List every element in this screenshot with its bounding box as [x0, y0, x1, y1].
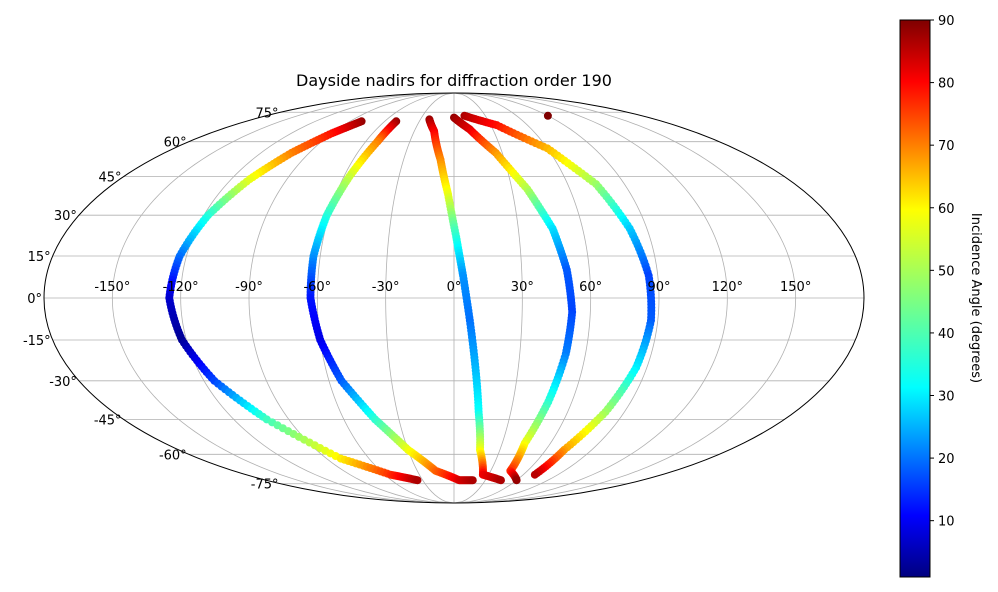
longitude-tick-label: -150°: [94, 280, 130, 295]
graticule: [44, 93, 864, 503]
latitude-tick-label: -45°: [94, 413, 122, 428]
colorbar-tick-label: 40: [938, 327, 955, 342]
latitude-tick-label: 60°: [164, 136, 187, 151]
colorbar-ticks: 10 20 30 40 50 60 70 80 90: [930, 14, 955, 530]
longitude-tick-label: 60°: [579, 280, 602, 295]
data-point: [468, 476, 477, 485]
longitude-tick-labels: -150° -120° -90° -60° -30° 0° 30° 60° 90° 120° 150…: [94, 280, 811, 295]
colorbar-tick-label: 10: [938, 515, 955, 530]
longitude-tick-label: -120°: [163, 280, 199, 295]
data-point: [413, 476, 422, 485]
colorbar-tick-label: 60: [938, 202, 955, 217]
chart-title: Dayside nadirs for diffraction order 190: [296, 71, 612, 90]
data-point: [543, 111, 552, 120]
colorbar: [899, 19, 931, 578]
colorbar-tick-label: 30: [938, 390, 955, 405]
data-point: [530, 470, 539, 479]
latitude-tick-label: -30°: [49, 375, 77, 390]
latitude-tick-label: 15°: [28, 250, 51, 265]
colorbar-tick-label: 20: [938, 452, 955, 467]
longitude-tick-label: 90°: [647, 280, 670, 295]
data-points: [165, 111, 656, 485]
data-point: [512, 476, 521, 485]
latitude-tick-label: 75°: [255, 106, 278, 121]
map-boundary: [43, 92, 865, 504]
latitude-tick-label: -75°: [251, 478, 279, 493]
latitude-tick-label: -15°: [23, 334, 51, 349]
colorbar-label: Incidence Angle (degrees): [968, 213, 983, 383]
colorbar-tick-label: 90: [938, 14, 955, 29]
latitude-tick-label: -60°: [159, 448, 187, 463]
data-point: [496, 476, 505, 485]
latitude-tick-label: 45°: [99, 171, 122, 186]
longitude-tick-label: 30°: [511, 280, 534, 295]
longitude-tick-label: -90°: [235, 280, 263, 295]
longitude-tick-label: -60°: [303, 280, 331, 295]
longitude-tick-label: 120°: [712, 280, 743, 295]
longitude-tick-label: 150°: [780, 280, 811, 295]
colorbar-tick-label: 70: [938, 139, 955, 154]
colorbar-tick-label: 50: [938, 264, 955, 279]
latitude-tick-label: 0°: [27, 292, 42, 307]
latitude-tick-labels: 75° 60° 45° 30° 15° 0° -15° -30° -45° -60° -75°: [23, 106, 279, 492]
latitude-tick-label: 30°: [54, 209, 77, 224]
colorbar-tick-label: 80: [938, 77, 955, 92]
longitude-tick-label: -30°: [372, 280, 400, 295]
longitude-tick-label: 0°: [447, 280, 462, 295]
